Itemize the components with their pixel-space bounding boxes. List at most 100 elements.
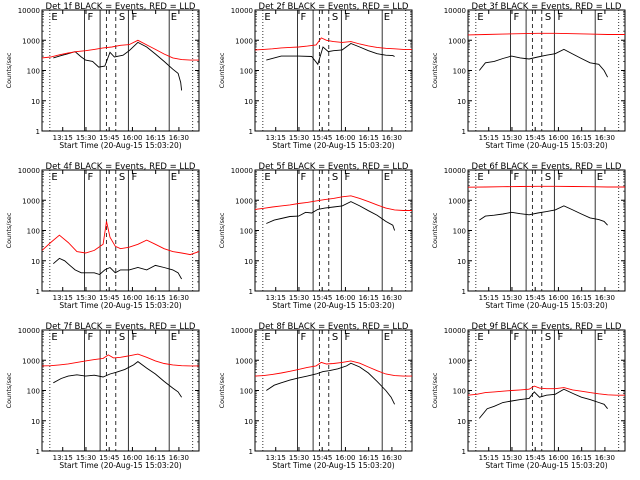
y-tick-label: 10000 — [444, 327, 466, 335]
x-tick-label: 16:00 — [122, 134, 142, 142]
x-tick-label: 15:45 — [525, 454, 545, 462]
y-tick-label: 10 — [31, 418, 40, 426]
x-tick-label: 16:15 — [572, 294, 592, 302]
x-tick-label: 16:30 — [595, 294, 615, 302]
panel-title: Det 3f BLACK = Events, RED = LLD — [472, 2, 622, 12]
y-tick-label: 10000 — [18, 7, 40, 15]
y-axis-label: Counts/sec — [431, 212, 439, 248]
panel-title: Det 6f BLACK = Events, RED = LLD — [472, 162, 622, 172]
panel-4: Det 4f BLACK = Events, RED = LLD 1 10 100 10… — [5, 162, 200, 310]
x-tick-label: 15:30 — [502, 134, 522, 142]
event-marker-letter: F — [301, 332, 307, 343]
x-tick-label: 16:00 — [335, 134, 355, 142]
x-tick-label: 13:15 — [266, 134, 286, 142]
series-events-line — [478, 48, 608, 78]
x-tick-label: 13:15 — [266, 294, 286, 302]
y-tick-label: 1000 — [22, 357, 40, 365]
y-tick-label: 10000 — [231, 327, 253, 335]
x-tick-label: 16:00 — [122, 454, 142, 462]
event-marker-letter: S — [545, 172, 551, 183]
y-tick-label: 100 — [240, 228, 253, 236]
panel-6: Det 6f BLACK = Events, RED = LLD 1 10 100 10… — [431, 162, 626, 310]
series-lld-line — [254, 37, 412, 51]
y-tick-label: 100 — [27, 388, 40, 396]
y-tick-label: 10000 — [18, 167, 40, 175]
x-tick-label: 16:30 — [382, 294, 402, 302]
event-marker-letter: F — [344, 172, 350, 183]
x-tick-label: 15:30 — [502, 294, 522, 302]
x-tick-label: 16:15 — [572, 134, 592, 142]
event-marker-letter: S — [119, 172, 125, 183]
x-tick-label: 13:15 — [266, 454, 286, 462]
x-tick-label: 16:15 — [146, 294, 166, 302]
y-tick-label: 100 — [27, 68, 40, 76]
plot-frame — [467, 329, 626, 452]
y-tick-label: 100 — [240, 388, 253, 396]
x-axis-label: Start Time (20-Aug-15 15:03:20) — [59, 141, 181, 150]
x-axis-label: Start Time (20-Aug-15 15:03:20) — [485, 301, 607, 310]
event-marker-letter: E — [171, 332, 177, 343]
series-events-line — [478, 388, 608, 419]
event-marker-letter: E — [384, 172, 390, 183]
event-marker-letter: E — [597, 12, 603, 23]
x-tick-label: 16:30 — [595, 134, 615, 142]
x-tick-label: 16:30 — [169, 454, 189, 462]
event-marker-letter: S — [332, 12, 338, 23]
event-marker-letter: E — [477, 12, 483, 23]
panel-9: Det 9f BLACK = Events, RED = LLD 1 10 100 10… — [431, 322, 626, 470]
y-tick-label: 1000 — [235, 37, 253, 45]
x-tick-label: 16:15 — [146, 454, 166, 462]
x-tick-label: 15:15 — [479, 454, 499, 462]
y-tick-label: 1 — [36, 288, 40, 296]
event-marker-letter: E — [264, 12, 270, 23]
event-marker-letter: F — [514, 172, 520, 183]
panel-1: Det 1f BLACK = Events, RED = LLD 1 10 100 10… — [5, 2, 200, 150]
y-tick-label: 1000 — [448, 197, 466, 205]
series-events-line — [266, 362, 396, 405]
event-marker-letter: S — [545, 332, 551, 343]
x-tick-label: 15:30 — [76, 134, 96, 142]
series-lld-line — [467, 185, 625, 188]
y-tick-label: 10000 — [231, 167, 253, 175]
event-marker-letter: F — [88, 172, 94, 183]
x-tick-label: 15:30 — [289, 454, 309, 462]
panel-title: Det 2f BLACK = Events, RED = LLD — [259, 2, 409, 12]
y-tick-label: 1 — [249, 448, 253, 456]
series-events-line — [266, 42, 395, 66]
x-tick-label: 16:00 — [548, 454, 568, 462]
event-marker-letter: S — [545, 12, 551, 23]
x-tick-label: 15:45 — [99, 134, 119, 142]
y-tick-label: 10000 — [18, 327, 40, 335]
event-marker-letter: S — [119, 332, 125, 343]
event-marker-letter: E — [597, 172, 603, 183]
y-tick-label: 10 — [244, 258, 253, 266]
y-tick-label: 100 — [453, 388, 466, 396]
x-tick-label: 15:15 — [479, 134, 499, 142]
panel-3: Det 3f BLACK = Events, RED = LLD 1 10 100 10… — [431, 2, 626, 150]
y-axis-label: Counts/sec — [218, 212, 226, 248]
x-tick-label: 16:00 — [335, 454, 355, 462]
panel-title: Det 7f BLACK = Events, RED = LLD — [46, 322, 196, 332]
event-marker-letter: E — [51, 332, 57, 343]
x-tick-label: 16:00 — [548, 294, 568, 302]
series-lld-line — [467, 32, 625, 36]
y-tick-label: 1000 — [235, 357, 253, 365]
x-tick-label: 15:30 — [289, 294, 309, 302]
y-tick-label: 1000 — [22, 37, 40, 45]
y-tick-label: 10 — [244, 98, 253, 106]
event-marker-letter: F — [131, 172, 137, 183]
x-tick-label: 16:15 — [572, 454, 592, 462]
panel-title: Det 8f BLACK = Events, RED = LLD — [259, 322, 409, 332]
series-lld-line — [41, 221, 200, 256]
y-axis-label: Counts/sec — [5, 212, 13, 248]
x-tick-label: 15:45 — [525, 134, 545, 142]
x-tick-label: 16:30 — [169, 134, 189, 142]
x-tick-label: 16:30 — [382, 134, 402, 142]
y-tick-label: 1 — [249, 128, 253, 136]
series-events-line — [479, 205, 608, 226]
x-tick-label: 16:00 — [122, 294, 142, 302]
event-marker-letter: F — [514, 332, 520, 343]
x-tick-label: 16:15 — [359, 454, 379, 462]
event-marker-letter: F — [344, 332, 350, 343]
